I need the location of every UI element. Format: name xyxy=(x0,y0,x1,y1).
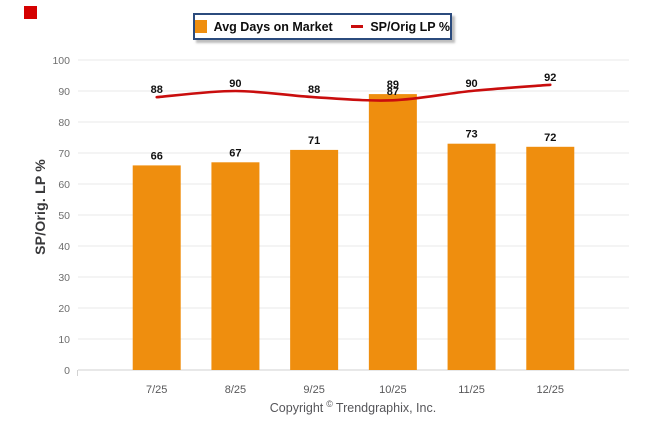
bar-value-label: 66 xyxy=(151,150,163,162)
y-tick-label: 40 xyxy=(58,241,70,253)
bar-value-label: 73 xyxy=(465,129,477,141)
copyright-text: Copyright © Trendgraphix, Inc. xyxy=(78,399,628,415)
bar-7/25 xyxy=(132,165,181,370)
bar-value-label: 72 xyxy=(544,132,556,144)
copyright-symbol-icon: © xyxy=(326,399,333,409)
line-value-label: 92 xyxy=(544,72,556,84)
red-marker-icon xyxy=(24,6,37,19)
bar-value-label: 71 xyxy=(308,135,320,147)
y-tick-label: 20 xyxy=(58,303,70,315)
x-tick-label: 7/25 xyxy=(146,384,167,396)
copyright-prefix: Copyright xyxy=(269,401,324,416)
bar-11/25 xyxy=(447,143,496,370)
x-tick-label: 12/25 xyxy=(537,384,565,396)
x-tick-label: 10/25 xyxy=(379,384,407,396)
y-tick-label: 80 xyxy=(58,117,70,129)
line-value-label: 90 xyxy=(229,78,241,90)
bar-value-label: 67 xyxy=(229,147,241,159)
line-value-label: 88 xyxy=(151,84,163,96)
x-tick-label: 9/25 xyxy=(303,384,324,396)
bar-value-label: 89 xyxy=(387,79,399,91)
bar-9/25 xyxy=(290,149,339,370)
y-tick-label: 10 xyxy=(58,334,70,346)
trend-line xyxy=(155,83,552,102)
copyright-suffix: Trendgraphix, Inc. xyxy=(335,401,437,416)
legend-label-bars: Avg Days on Market xyxy=(213,19,333,34)
bar-8/25 xyxy=(211,162,260,370)
legend-label-line: SP/Orig LP % xyxy=(370,19,450,34)
y-tick-label: 100 xyxy=(52,55,70,67)
legend-bar-swatch-icon xyxy=(195,20,207,33)
y-tick-label: 0 xyxy=(64,365,70,377)
y-tick-label: 70 xyxy=(58,148,70,160)
y-tick-label: 50 xyxy=(58,210,70,222)
legend-line-swatch-icon xyxy=(350,25,364,28)
bar-12/25 xyxy=(526,146,575,370)
y-tick-label: 30 xyxy=(58,272,70,284)
y-tick-label: 60 xyxy=(58,179,70,191)
legend: Avg Days on Market SP/Orig LP % xyxy=(193,13,452,40)
line-value-label: 87 xyxy=(387,86,399,98)
y-tick-label: 90 xyxy=(58,86,70,98)
line-value-label: 90 xyxy=(465,78,477,90)
x-tick-label: 11/25 xyxy=(458,384,485,396)
x-tick-label: 8/25 xyxy=(225,384,246,396)
bar-10/25 xyxy=(368,94,417,370)
line-value-label: 88 xyxy=(308,84,320,96)
